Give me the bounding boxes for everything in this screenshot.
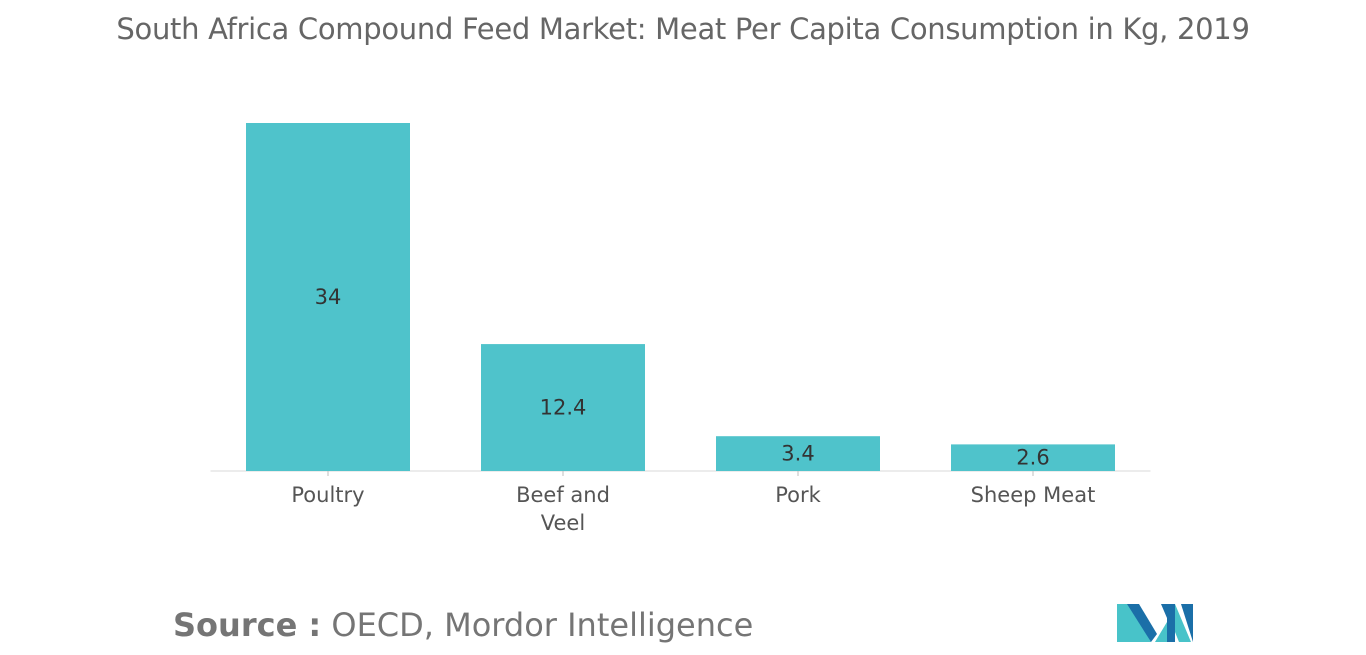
x-tick-label: Poultry: [291, 483, 364, 507]
bar-chart: 34 Poultry 12.4 Beef and Veel 3.4 Pork 2.6 Sheep…: [210, 123, 1151, 535]
mordor-intelligence-logo-icon: [1117, 604, 1193, 642]
bar-poultry: [246, 123, 410, 471]
source-label: Source :: [173, 606, 322, 644]
data-label: 2.6: [1016, 446, 1049, 470]
x-tick-label: Beef and Veel: [516, 483, 610, 535]
source-note: Source : OECD, Mordor Intelligence: [173, 606, 753, 644]
x-tick-label: Pork: [775, 483, 821, 507]
x-tick-label: Sheep Meat: [971, 483, 1096, 507]
bar-beef-and-veel: [481, 344, 645, 471]
data-label: 3.4: [781, 442, 814, 466]
bar-pork: [716, 436, 880, 471]
data-label: 34: [315, 285, 342, 309]
data-label: 12.4: [540, 396, 587, 420]
source-text: OECD, Mordor Intelligence: [331, 606, 754, 644]
bar-sheep-meat: [951, 444, 1115, 471]
chart-title: South Africa Compound Feed Market: Meat …: [116, 12, 1250, 46]
